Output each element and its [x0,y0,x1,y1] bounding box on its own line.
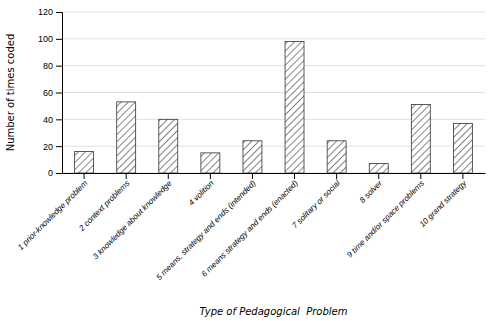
tick-mark [210,173,211,179]
bar [243,141,262,173]
grid-line [62,38,485,39]
grid-line [62,12,485,13]
tick: 20 [43,142,62,152]
tick-label: 60 [43,88,53,98]
tick-label: 3 knowledge about knowledge [91,178,174,261]
bar [411,105,430,173]
tick-label: 100 [38,34,53,44]
tick: 100 [38,34,62,44]
tick-mark [56,173,62,174]
tick-label: 40 [43,115,53,125]
bar [285,42,304,173]
bar [75,152,94,173]
tick-label: 8 solver [358,178,384,204]
tick: 3 knowledge about knowledge [91,173,174,261]
tick-label: 80 [43,61,53,71]
tick-label: 9 time and/or space problems [345,179,426,260]
bars [75,42,473,173]
tick-mark [126,173,127,179]
tick-mark [56,39,62,40]
tick: 8 solver [358,173,384,205]
tick-label: 20 [43,142,53,152]
y-axis: 0 20 40 60 80 100 120 [38,7,63,178]
tick-label: 10 grand strategy [418,178,469,229]
tick: 0 [48,168,62,178]
chart-container: 0 20 40 60 80 100 120 1 prior-knowledge problem… [0,0,500,321]
tick: 7 solitary or social [290,173,342,230]
tick-label: 1 prior-knowledge problem [16,178,89,251]
bar [201,153,220,173]
tick-mark [420,173,421,179]
grid-line [62,65,485,66]
tick: 60 [43,88,62,98]
tick: 40 [43,115,62,125]
tick-label: 7 solitary or social [290,179,342,231]
tick-label: 0 [48,168,53,178]
tick-mark [56,146,62,147]
tick: 1 prior-knowledge problem [16,173,89,252]
tick-mark [56,93,62,94]
grid [62,12,485,173]
bar [327,141,346,173]
x-axis: 1 prior-knowledge problem2 context probl… [16,173,485,282]
tick: 4 volition [187,173,216,207]
bar [453,123,472,173]
axis-line [56,13,63,174]
bar [369,164,388,173]
tick: 120 [38,7,62,17]
tick-mark [56,12,62,13]
tick: 9 time and/or space problems [345,173,426,260]
tick-mark [56,66,62,67]
chart: 0 20 40 60 80 100 120 1 prior-knowledge problem… [0,0,500,321]
tick-mark [252,173,253,179]
tick: 80 [43,61,62,71]
tick: 10 grand strategy [418,173,469,229]
bar [117,102,136,173]
tick-mark [336,173,337,179]
tick-mark [378,173,379,179]
tick-label: 4 volition [187,178,216,207]
tick-mark [462,173,463,179]
tick-mark [168,173,169,179]
x-axis-title: Type of Pedagogical Problem [200,306,348,317]
tick-mark [294,173,295,179]
tick: 6 means strategy and ends (enacted) [200,173,300,279]
grid-line [62,92,485,93]
tick-mark [84,173,85,179]
tick-mark [56,119,62,120]
bar [159,119,178,173]
tick-label: 6 means strategy and ends (enacted) [200,178,300,278]
tick-label: 120 [38,7,53,17]
plot: 0 20 40 60 80 100 120 1 prior-knowledge problem… [16,7,485,282]
y-axis-title: Number of times coded [5,34,16,152]
